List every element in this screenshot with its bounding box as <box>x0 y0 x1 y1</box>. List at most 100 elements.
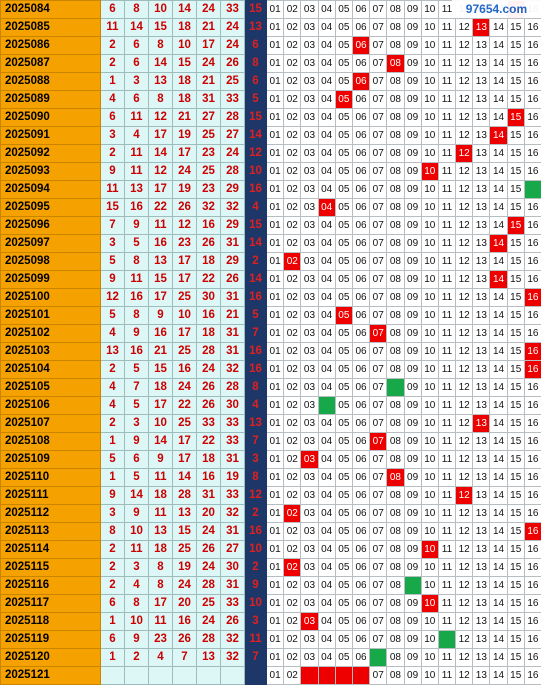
blue-trend-cell: 03 <box>301 433 318 451</box>
blue-trend-cell: 14 <box>490 19 507 37</box>
blue-trend-cell: 14 <box>490 109 507 127</box>
blue-trend-cell: 06 <box>352 397 369 415</box>
blue-trend-cell: 08 <box>387 361 404 379</box>
blue-trend-cell: 06 <box>352 109 369 127</box>
blue-trend-cell: 15 <box>507 505 524 523</box>
blue-trend-cell: 13 <box>473 307 490 325</box>
red-ball-number: 16 <box>125 289 149 307</box>
blue-trend-cell: 05 <box>335 559 352 577</box>
red-ball-number <box>101 667 125 685</box>
blue-trend-cell: 15 <box>507 307 524 325</box>
blue-trend-cell: 01 <box>267 127 284 145</box>
blue-trend-cell: 06 <box>352 253 369 271</box>
red-ball-number: 3 <box>125 73 149 91</box>
blue-trend-cell: 07 <box>370 37 387 55</box>
red-ball-number: 26 <box>197 397 221 415</box>
blue-trend-cell: 10 <box>421 271 438 289</box>
blue-trend-cell: 12 <box>456 73 473 91</box>
blue-trend-cell: 14 <box>490 505 507 523</box>
blue-ball-number: 5 <box>245 91 267 109</box>
red-ball-number: 24 <box>221 145 245 163</box>
red-ball-number: 9 <box>101 487 125 505</box>
blue-trend-cell: 08 <box>387 415 404 433</box>
red-ball-number: 33 <box>197 415 221 433</box>
blue-ball-number: 12 <box>245 487 267 505</box>
blue-trend-cell: 05 <box>335 145 352 163</box>
red-ball-number: 31 <box>221 325 245 343</box>
blue-trend-cell: 05 <box>335 55 352 73</box>
blue-trend-cell: 02 <box>284 631 301 649</box>
blue-trend-cell: 05 <box>335 181 352 199</box>
blue-ball-number: 9 <box>245 577 267 595</box>
blue-trend-cell: 04 <box>318 343 335 361</box>
blue-trend-cell: 16 <box>524 235 541 253</box>
red-ball-number: 17 <box>149 397 173 415</box>
blue-trend-cell: 04 <box>318 235 335 253</box>
blue-trend-cell: 13 <box>473 181 490 199</box>
blue-trend-cell: 11 <box>438 37 455 55</box>
blue-trend-cell: 03 <box>301 217 318 235</box>
blue-hit-marker: 08 <box>387 55 404 73</box>
blue-trend-cell: 16 <box>524 55 541 73</box>
blue-trend-cell: 13 <box>473 559 490 577</box>
blue-trend-cell: 13 <box>473 145 490 163</box>
red-ball-number: 15 <box>149 361 173 379</box>
blue-trend-cell: 03 <box>301 73 318 91</box>
blue-trend-cell: 15 <box>507 487 524 505</box>
red-ball-number: 4 <box>125 127 149 145</box>
blue-ball-number: 15 <box>245 1 267 19</box>
blue-trend-cell: 05 <box>335 199 352 217</box>
red-ball-number: 2 <box>101 55 125 73</box>
red-ball-number: 24 <box>197 613 221 631</box>
blue-trend-cell: 01 <box>267 433 284 451</box>
red-ball-number: 31 <box>197 487 221 505</box>
blue-trend-cell: 15 <box>507 451 524 469</box>
blue-trend-cell: 10 <box>421 379 438 397</box>
blue-trend-cell: 07 <box>370 1 387 19</box>
blue-trend-cell: 16 <box>524 415 541 433</box>
blue-trend-cell: 08 <box>387 397 404 415</box>
blue-ball-number: 13 <box>245 19 267 37</box>
blue-ball-number: 14 <box>245 235 267 253</box>
blue-trend-cell: 02 <box>284 109 301 127</box>
blue-trend-cell: 05 <box>335 253 352 271</box>
blue-trend-cell: 15 <box>507 541 524 559</box>
blue-trend-cell: 06 <box>352 433 369 451</box>
blue-trend-cell: 02 <box>284 415 301 433</box>
blue-ball-number: 7 <box>245 649 267 667</box>
blue-trend-cell: 07 <box>370 667 387 685</box>
blue-trend-cell: 15 <box>507 163 524 181</box>
red-ball-number: 10 <box>173 307 197 325</box>
blue-trend-cell: 14 <box>490 181 507 199</box>
blue-trend-cell: 15 <box>507 181 524 199</box>
blue-trend-cell: 14 <box>490 523 507 541</box>
blue-trend-cell: 06 <box>352 595 369 613</box>
blue-trend-cell: 10 <box>421 37 438 55</box>
blue-trend-cell: 11 <box>438 613 455 631</box>
blue-trend-cell: 15 <box>507 361 524 379</box>
blue-trend-cell: 11 <box>438 415 455 433</box>
blue-ball-number: 8 <box>245 55 267 73</box>
blue-trend-cell: 11 <box>438 91 455 109</box>
red-ball-number: 2 <box>101 541 125 559</box>
blue-trend-cell: 06 <box>352 55 369 73</box>
red-ball-number: 18 <box>197 325 221 343</box>
blue-trend-cell: 16 <box>524 73 541 91</box>
blue-trend-cell: 11 <box>438 397 455 415</box>
blue-trend-cell: 13 <box>473 595 490 613</box>
blue-trend-cell: 13 <box>473 325 490 343</box>
red-ball-number <box>125 667 149 685</box>
blue-trend-cell: 07 <box>370 451 387 469</box>
blue-trend-cell: 02 <box>284 487 301 505</box>
red-ball-number: 23 <box>197 145 221 163</box>
red-ball-number: 6 <box>101 631 125 649</box>
blue-trend-cell: 06 <box>352 559 369 577</box>
red-ball-number: 2 <box>101 361 125 379</box>
blue-trend-cell: 03 <box>301 469 318 487</box>
blue-trend-cell: 09 <box>404 469 421 487</box>
blue-ball-number: 7 <box>245 325 267 343</box>
blue-trend-cell: 07 <box>370 343 387 361</box>
blue-trend-cell: 12 <box>456 235 473 253</box>
